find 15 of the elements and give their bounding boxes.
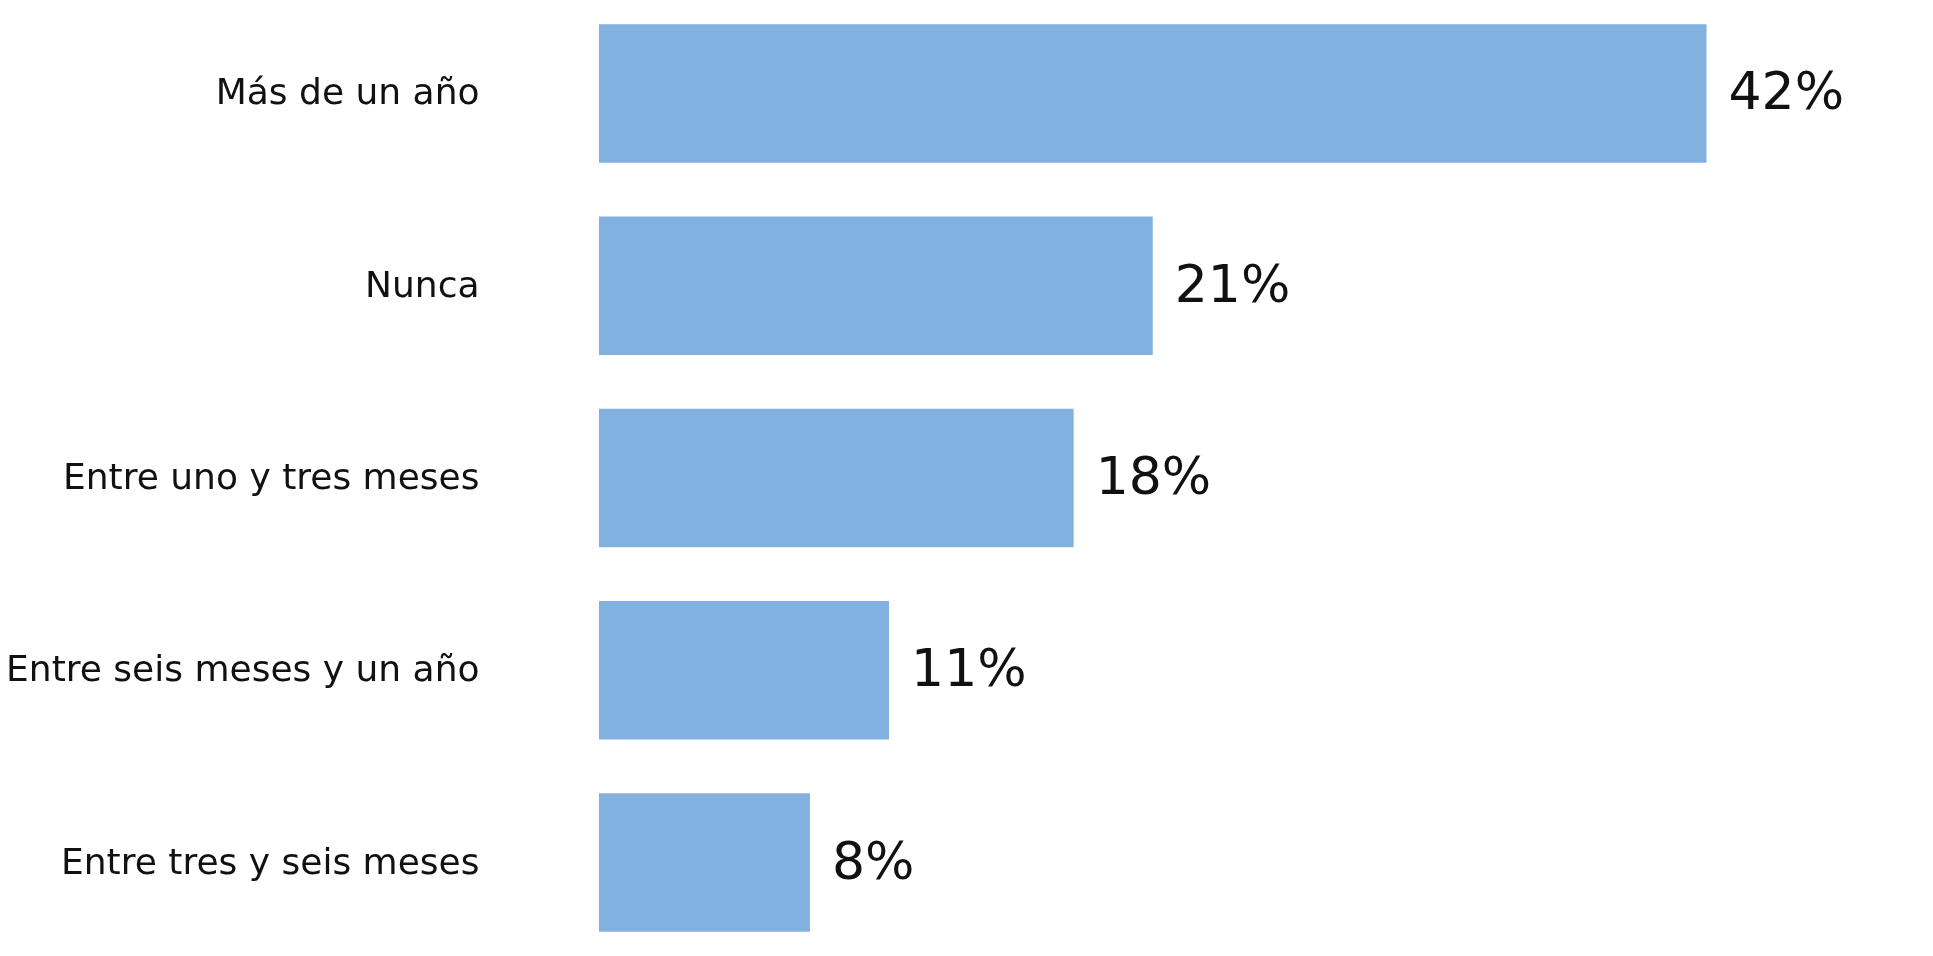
y-tick-label: Nunca bbox=[365, 263, 480, 305]
data-label: 21% bbox=[1174, 253, 1291, 314]
bar bbox=[599, 24, 1707, 163]
bar bbox=[599, 408, 1074, 548]
data-label: 18% bbox=[1095, 446, 1212, 506]
bar bbox=[599, 216, 1153, 355]
y-tick-label: Entre uno y tres meses bbox=[63, 456, 480, 497]
y-tick-label: Entre tres y seis meses bbox=[61, 840, 480, 882]
bar bbox=[599, 601, 890, 740]
bar bbox=[599, 793, 810, 932]
y-tick-label: Entre seis meses y un año bbox=[6, 648, 480, 690]
data-label: 42% bbox=[1728, 61, 1845, 122]
data-label: 8% bbox=[831, 830, 915, 891]
data-label: 11% bbox=[911, 638, 1027, 699]
y-tick-label: Más de un año bbox=[215, 71, 480, 113]
